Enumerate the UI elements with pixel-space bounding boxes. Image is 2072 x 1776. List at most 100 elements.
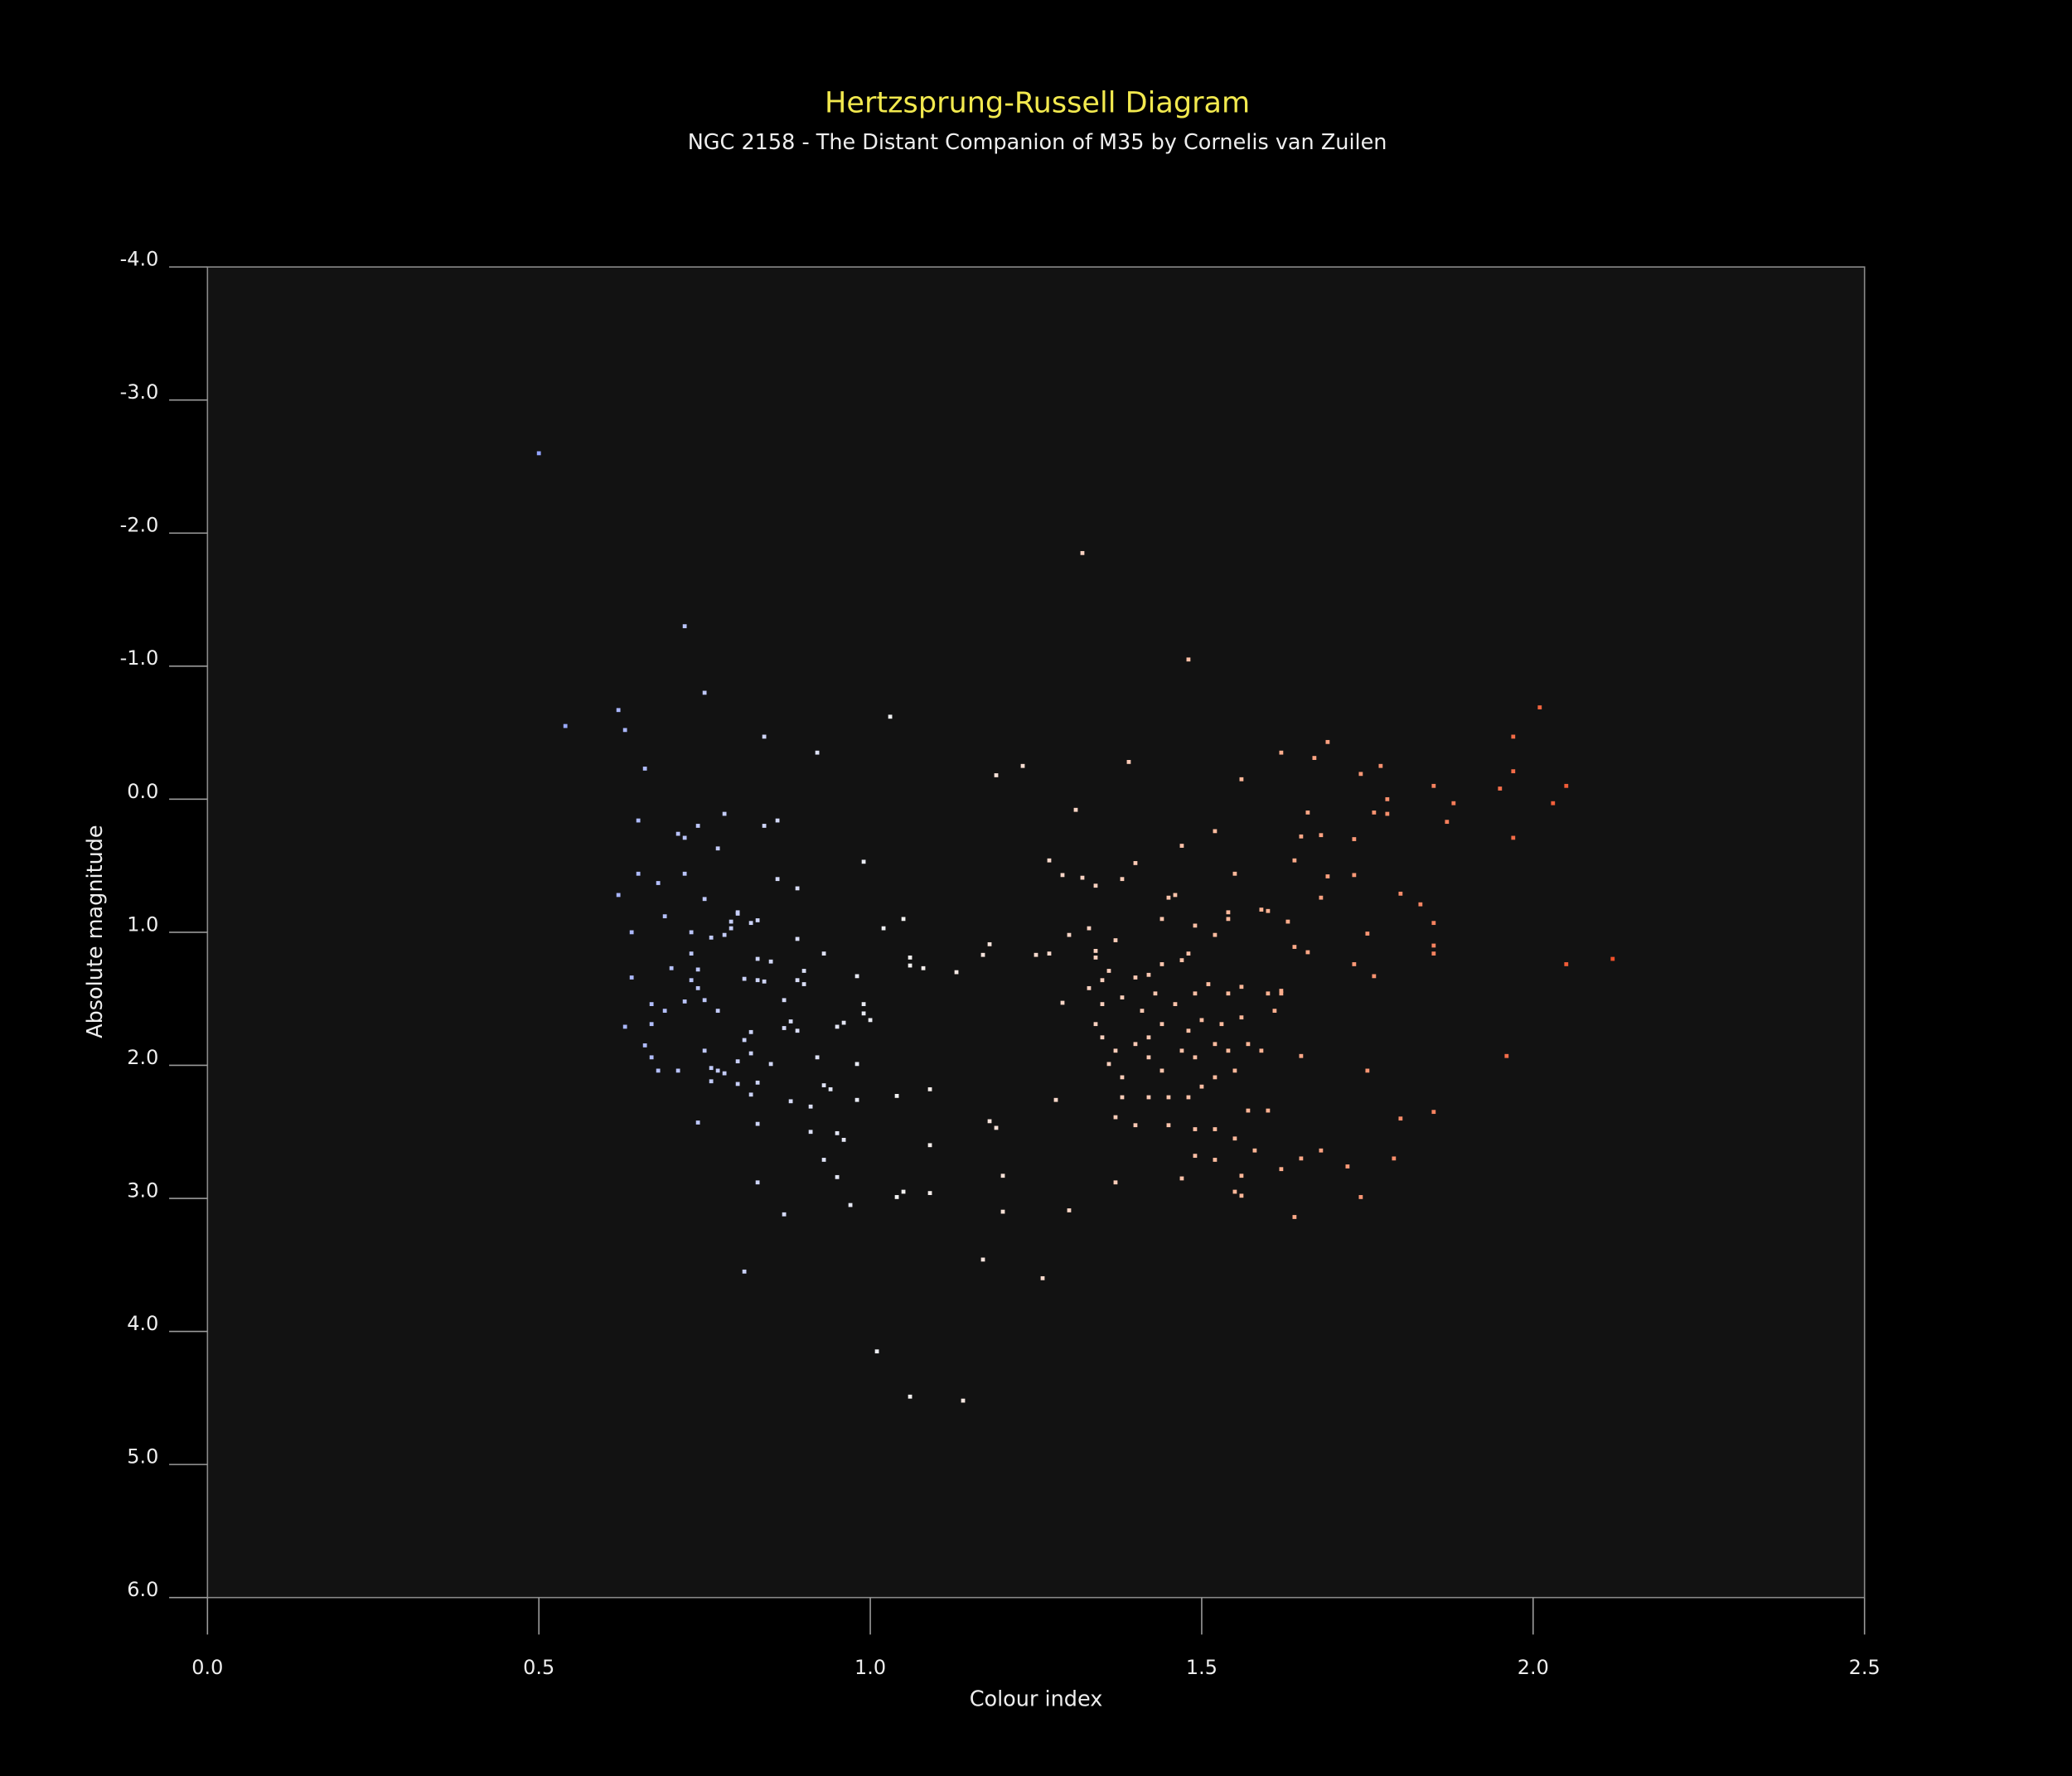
star-point xyxy=(1504,1053,1509,1058)
star-point xyxy=(1073,807,1078,812)
star-point xyxy=(1213,1075,1218,1080)
star-point xyxy=(1219,1022,1224,1027)
star-point xyxy=(1246,1042,1251,1047)
star-point xyxy=(1159,1022,1164,1027)
star-point xyxy=(1146,1055,1151,1060)
star-point xyxy=(841,1137,846,1142)
star-point xyxy=(1113,1048,1118,1053)
star-point xyxy=(1093,948,1098,953)
star-point xyxy=(1372,811,1377,815)
star-point xyxy=(835,1174,840,1179)
star-point xyxy=(616,708,621,713)
star-point xyxy=(622,728,627,733)
star-point xyxy=(1166,1123,1171,1128)
star-point xyxy=(702,897,707,902)
star-point xyxy=(1239,1015,1244,1020)
star-point xyxy=(1047,858,1052,863)
star-point xyxy=(662,1009,667,1014)
star-point xyxy=(1358,1195,1363,1199)
star-point xyxy=(795,936,800,941)
star-point xyxy=(755,978,760,983)
star-point xyxy=(908,1394,913,1399)
star-point xyxy=(1120,1075,1125,1080)
star-point xyxy=(1292,858,1297,863)
star-point xyxy=(888,714,893,719)
star-point xyxy=(748,1029,753,1034)
star-point xyxy=(1000,1209,1005,1214)
star-point xyxy=(1226,917,1231,922)
star-point xyxy=(715,1068,720,1073)
star-point xyxy=(815,1055,820,1060)
star-point xyxy=(1060,1000,1065,1005)
star-point xyxy=(715,1009,720,1014)
chart-subtitle: NGC 2158 - The Distant Companion of M35 … xyxy=(688,130,1387,155)
y-tick-label: 1.0 xyxy=(127,912,158,936)
star-point xyxy=(695,967,700,972)
star-point xyxy=(1133,861,1138,865)
star-point xyxy=(874,1349,879,1354)
star-point xyxy=(1193,1127,1198,1131)
y-tick-label: -1.0 xyxy=(120,646,159,670)
star-point xyxy=(1232,1068,1237,1073)
star-point xyxy=(1272,1009,1277,1014)
star-point xyxy=(1186,951,1191,956)
star-point xyxy=(629,975,634,980)
star-point xyxy=(1133,1042,1138,1047)
star-point xyxy=(682,999,687,1004)
star-point xyxy=(1259,907,1264,912)
star-point xyxy=(1193,1055,1198,1060)
star-point xyxy=(1126,760,1131,764)
star-point xyxy=(1239,985,1244,990)
star-point xyxy=(1113,1180,1118,1185)
star-point xyxy=(1213,1158,1218,1162)
star-point xyxy=(1325,739,1330,744)
star-point xyxy=(1047,951,1052,956)
star-point xyxy=(1279,1167,1284,1172)
star-point xyxy=(1100,1035,1105,1040)
y-tick-label: 2.0 xyxy=(127,1046,158,1069)
star-point xyxy=(1418,902,1423,907)
star-point xyxy=(908,956,913,960)
star-point xyxy=(1146,972,1151,977)
star-point xyxy=(921,965,926,970)
x-axis-label: Colour index xyxy=(970,1686,1103,1711)
star-point xyxy=(775,877,780,882)
star-point xyxy=(1365,1068,1370,1073)
star-point xyxy=(994,773,999,777)
star-point xyxy=(1179,1176,1184,1181)
star-point xyxy=(1266,1108,1271,1113)
star-point xyxy=(821,951,826,956)
star-point xyxy=(1106,969,1111,973)
y-tick-label: -3.0 xyxy=(120,380,159,404)
star-point xyxy=(1239,1174,1244,1178)
star-point xyxy=(1067,932,1072,937)
star-point xyxy=(1193,991,1198,996)
star-point xyxy=(1232,1189,1237,1194)
star-point xyxy=(854,1097,859,1102)
star-point xyxy=(1020,763,1025,768)
x-tick-label: 2.5 xyxy=(1849,1656,1881,1679)
star-point xyxy=(1299,834,1304,839)
star-point xyxy=(695,824,700,828)
star-point xyxy=(901,1189,906,1194)
star-point xyxy=(622,1024,627,1029)
star-point xyxy=(1431,783,1436,788)
star-point xyxy=(835,1024,840,1029)
star-point xyxy=(695,985,700,990)
star-point xyxy=(689,951,694,956)
star-point xyxy=(1431,921,1436,926)
star-point xyxy=(1279,989,1284,993)
star-point xyxy=(642,1043,647,1048)
star-point xyxy=(1120,1095,1125,1100)
star-point xyxy=(636,818,641,823)
star-point xyxy=(755,1180,760,1185)
star-point xyxy=(927,1143,932,1148)
star-point xyxy=(987,1119,992,1124)
star-point xyxy=(1193,1154,1198,1159)
star-point xyxy=(1352,837,1357,841)
star-point xyxy=(1093,883,1098,888)
star-point xyxy=(795,978,800,983)
star-point xyxy=(1378,763,1383,768)
star-point xyxy=(755,956,760,961)
x-tick-label: 1.5 xyxy=(1186,1656,1218,1679)
